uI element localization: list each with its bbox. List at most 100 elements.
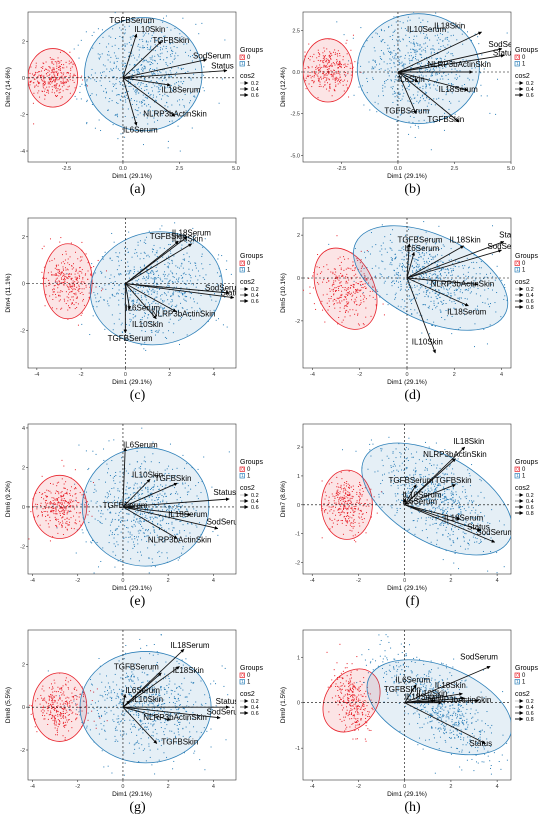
data-point — [93, 315, 94, 316]
data-point — [418, 128, 419, 129]
data-point — [226, 269, 227, 270]
data-point — [217, 535, 218, 536]
data-point — [221, 255, 222, 256]
x-tick-label: 0 — [405, 372, 408, 378]
data-point — [28, 538, 29, 539]
data-point — [103, 460, 104, 461]
data-point — [180, 151, 181, 152]
data-point — [91, 267, 92, 268]
y-tick-label: -5.0 — [291, 153, 300, 159]
data-point — [344, 34, 345, 35]
x-tick-label: 5.0 — [507, 166, 515, 172]
panel-caption: (c) — [0, 388, 275, 404]
vector-label: IL18Serum — [447, 307, 486, 316]
x-tick-label: 2 — [453, 372, 456, 378]
data-point — [415, 137, 416, 138]
legend-group-label: 1 — [522, 268, 526, 274]
data-point — [431, 149, 432, 150]
data-point — [81, 40, 82, 41]
data-point — [91, 542, 92, 543]
data-point — [94, 572, 95, 573]
data-point — [224, 39, 225, 40]
data-point — [145, 350, 146, 351]
data-point — [80, 86, 81, 87]
legend-group-label: 0 — [247, 55, 251, 61]
legend-group-label: 1 — [247, 268, 251, 274]
data-point — [26, 74, 27, 75]
data-point — [128, 579, 129, 580]
data-point — [128, 232, 129, 233]
data-point — [421, 333, 422, 334]
y-tick-label: 0 — [297, 276, 300, 282]
data-point — [382, 224, 383, 225]
data-point — [322, 310, 323, 311]
vector-label: NLRP3bActinSkin — [143, 109, 207, 118]
data-point — [25, 64, 26, 65]
y-tick-label: 2.5 — [292, 28, 300, 34]
data-point — [308, 44, 309, 45]
data-point — [205, 238, 206, 239]
vector-label: IL10Skin — [412, 337, 443, 346]
data-point — [79, 92, 80, 93]
data-point — [451, 333, 452, 334]
vector-label: TGFBSerum — [384, 107, 429, 116]
data-point — [312, 275, 313, 276]
vector-label: IL6Serum — [123, 126, 158, 135]
data-point — [61, 460, 62, 461]
data-point — [346, 40, 347, 41]
x-tick-label: -2 — [357, 372, 362, 378]
data-point — [33, 123, 34, 124]
vector-label: IL10Skin — [134, 25, 165, 34]
data-point — [313, 287, 314, 288]
x-axis-label: Dim1 (29.1%) — [112, 379, 152, 386]
y-axis-label: Dim4 (11.1%) — [5, 273, 12, 312]
vector-label: IL18Serum — [161, 85, 200, 94]
data-point — [497, 266, 498, 267]
data-point — [182, 455, 183, 456]
vector-label: Status — [499, 230, 522, 239]
data-point — [297, 268, 298, 269]
data-point — [219, 103, 220, 104]
data-point — [239, 297, 240, 298]
data-point — [105, 252, 106, 253]
vector-label: Status — [493, 48, 516, 57]
data-point — [71, 243, 72, 244]
y-axis-label: Dim3 (12.4%) — [280, 67, 287, 107]
data-point — [79, 58, 80, 59]
data-point — [360, 27, 361, 28]
data-point — [50, 238, 51, 239]
x-tick-label: 0 — [124, 372, 127, 378]
legend-cos2-title: cos2 — [515, 279, 530, 286]
data-point — [90, 541, 91, 542]
data-point — [155, 566, 156, 567]
data-point — [27, 79, 28, 80]
data-point — [383, 304, 384, 305]
data-point — [179, 558, 180, 559]
data-point — [82, 529, 83, 530]
data-point — [111, 233, 112, 234]
x-tick-label: 5.0 — [232, 166, 240, 172]
data-point — [298, 84, 299, 85]
data-point — [182, 579, 183, 580]
data-point — [384, 314, 385, 315]
data-point — [480, 85, 481, 86]
legend-groups-title: Groups — [240, 253, 263, 260]
data-point — [113, 124, 114, 125]
data-point — [115, 12, 116, 13]
group-0-ellipse — [303, 39, 353, 102]
vector-label: TGFBSerum — [109, 16, 154, 25]
data-point — [481, 54, 482, 55]
data-point — [369, 109, 370, 110]
data-point — [477, 36, 478, 37]
vector-label: Status — [221, 288, 244, 297]
data-point — [438, 226, 439, 227]
data-point — [81, 315, 82, 316]
data-point — [363, 105, 364, 106]
data-point — [396, 121, 397, 122]
y-tick-label: 2 — [22, 235, 25, 241]
data-point — [415, 125, 416, 126]
data-point — [82, 80, 83, 81]
vector-label: IL6Serum — [405, 244, 440, 253]
